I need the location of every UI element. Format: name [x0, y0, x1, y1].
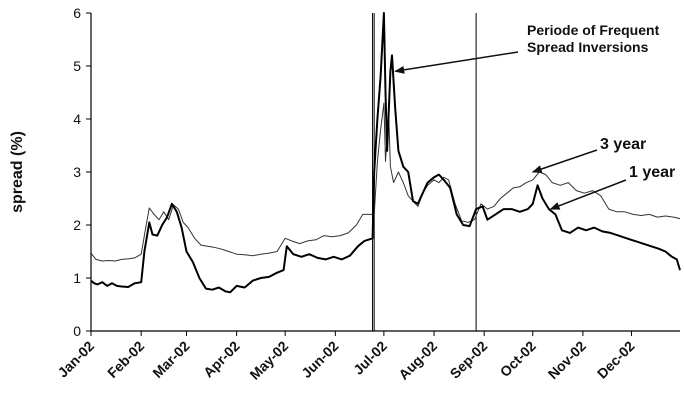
- y-tick-label: 0: [73, 323, 81, 339]
- annotation-arrow: [394, 51, 519, 74]
- x-tick-label: Jul-02: [350, 338, 390, 378]
- x-tick-label: Feb-02: [104, 338, 147, 381]
- y-tick-label: 4: [73, 111, 81, 127]
- x-tick-label: Jun-02: [298, 338, 341, 381]
- x-tick-label: Oct-02: [497, 338, 539, 380]
- y-axis-title: spread (%): [9, 131, 26, 213]
- y-tick-label: 2: [73, 217, 81, 233]
- annotation-text: 3 year: [600, 136, 646, 153]
- x-axis: Jan-02 Feb-02 Mar-02 Apr-02 May-02 Jun-02 Jul-…: [54, 330, 680, 383]
- annotation: 1 year: [549, 164, 675, 210]
- y-tick-label: 6: [73, 5, 81, 21]
- y-tick-label: 1: [73, 270, 81, 286]
- x-tick-label: Aug-02: [395, 338, 440, 383]
- y-tick-label: 5: [73, 58, 81, 74]
- y-tick-label: 3: [73, 164, 81, 180]
- annotation-text: Periode of Frequent: [527, 22, 660, 38]
- x-tick-label: Apr-02: [200, 338, 243, 381]
- annotation-arrow: [549, 179, 627, 210]
- annotation-text: Spread Inversions: [527, 39, 649, 55]
- x-tick-label: Jan-02: [54, 338, 97, 381]
- annotation-text: 1 year: [629, 164, 675, 181]
- series-line-1-year: [90, 12, 681, 294]
- series-line-3-year: [90, 102, 681, 262]
- y-axis: 0 1 2 3 4 5 6: [73, 5, 92, 339]
- x-tick-label: May-02: [246, 338, 291, 383]
- x-tick-label: Nov-02: [545, 338, 589, 382]
- x-tick-label: Dec-02: [594, 338, 638, 382]
- plot-area: [90, 12, 681, 331]
- x-tick-label: Sep-02: [447, 338, 491, 382]
- annotation-arrow: [531, 149, 598, 173]
- annotation: 3 year: [531, 136, 646, 173]
- x-tick-label: Mar-02: [149, 338, 192, 381]
